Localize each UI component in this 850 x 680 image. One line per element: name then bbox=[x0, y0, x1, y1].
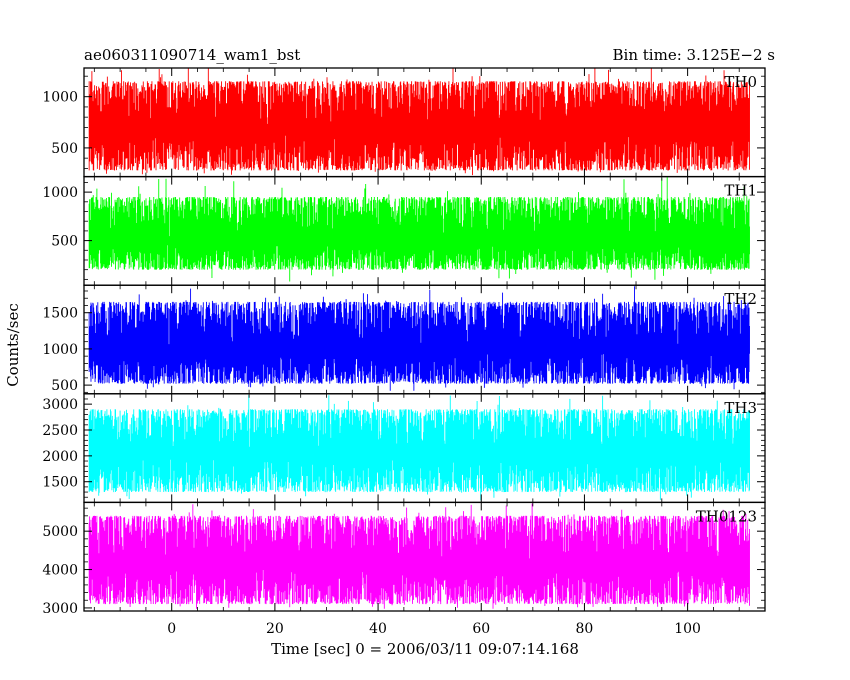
y-tick-label: 1000 bbox=[42, 90, 78, 106]
y-tick-label: 2500 bbox=[42, 423, 78, 439]
series-th3 bbox=[88, 394, 750, 501]
series-label: TH1 bbox=[724, 182, 757, 200]
series-label: TH3 bbox=[724, 399, 757, 417]
y-tick-label: 3000 bbox=[42, 397, 78, 413]
x-tick-label: 40 bbox=[369, 621, 387, 637]
series-th1 bbox=[88, 177, 750, 282]
y-tick-label: 1500 bbox=[42, 475, 78, 491]
x-tick-label: 80 bbox=[576, 621, 594, 637]
series-label: TH0 bbox=[724, 73, 757, 91]
panel-th1: 500 1000 TH1 bbox=[42, 175, 766, 286]
x-tick-label: 60 bbox=[472, 621, 490, 637]
chart-title-right: Bin time: 3.125E−2 s bbox=[613, 46, 775, 64]
y-tick-label: 4000 bbox=[42, 563, 78, 579]
series-label: TH0123 bbox=[696, 507, 757, 525]
y-tick-label: 5000 bbox=[42, 524, 78, 540]
x-tick-label: 0 bbox=[167, 621, 176, 637]
panel-th3: 1500 2000 2500 3000 TH3 bbox=[42, 393, 766, 504]
y-tick-label: 1000 bbox=[42, 185, 78, 201]
y-tick-label: 500 bbox=[51, 141, 78, 157]
y-tick-label: 1000 bbox=[42, 342, 78, 358]
chart-title-left: ae060311090714_wam1_bst bbox=[84, 46, 300, 64]
panel-th0: 500 1000 TH0 bbox=[42, 67, 766, 178]
x-axis-label: Time [sec] 0 = 2006/03/11 09:07:14.168 bbox=[271, 640, 579, 658]
y-tick-label: 1500 bbox=[42, 306, 78, 322]
x-tick-label: 20 bbox=[266, 621, 284, 637]
series-th0 bbox=[88, 68, 750, 176]
y-tick-label: 500 bbox=[51, 234, 78, 250]
panel-frame bbox=[83, 501, 766, 612]
series-label: TH2 bbox=[724, 290, 757, 308]
y-tick-label: 500 bbox=[51, 378, 78, 394]
series-th0123 bbox=[88, 503, 750, 609]
series-th2 bbox=[88, 286, 750, 391]
panel-th0123: 3000 4000 5000 TH0123 bbox=[42, 501, 766, 617]
x-tick-label: 100 bbox=[674, 621, 701, 637]
panel-th2: 500 1000 1500 TH2 bbox=[42, 284, 766, 395]
y-tick-label: 2000 bbox=[42, 449, 78, 465]
y-tick-label: 3000 bbox=[42, 601, 78, 617]
y-axis-label: Counts/sec bbox=[4, 303, 22, 387]
